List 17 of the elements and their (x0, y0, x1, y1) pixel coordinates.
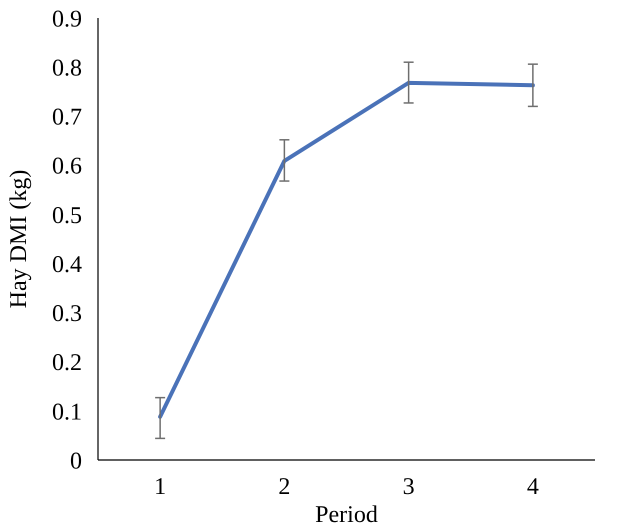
x-tick-label: 1 (154, 474, 166, 500)
line-series (158, 80, 535, 419)
x-tick-label: 4 (526, 474, 539, 500)
x-axis-title: Period (315, 502, 378, 528)
y-tick-label: 0 (70, 448, 82, 474)
y-tick-label: 0.8 (52, 56, 82, 82)
y-tick-label: 0.4 (52, 252, 82, 278)
x-tick-label: 3 (402, 474, 415, 500)
y-tick-label: 0.7 (52, 104, 82, 131)
y-tick-label: 0.1 (52, 399, 82, 426)
y-tick-label: 0.6 (52, 154, 82, 180)
y-tick-label: 0.3 (52, 301, 82, 328)
y-tick-label: 0.9 (52, 6, 82, 32)
x-tick-label: 2 (278, 474, 290, 500)
y-tick-label: 0.2 (52, 350, 82, 376)
y-tick-label: 0.5 (52, 202, 82, 229)
y-axis-title: Hay DMI (kg) (6, 170, 32, 308)
